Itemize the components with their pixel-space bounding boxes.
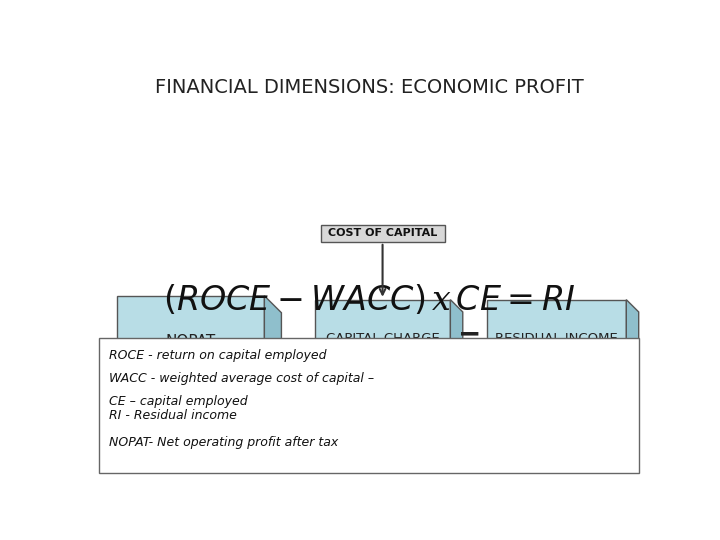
Polygon shape [117,296,264,388]
Polygon shape [315,377,463,389]
Polygon shape [487,300,626,377]
Text: -: - [289,328,301,356]
Text: WACC - weighted average cost of capital –: WACC - weighted average cost of capital … [109,372,374,384]
Text: RESIDUAL INCOME: RESIDUAL INCOME [495,332,618,345]
Polygon shape [626,300,639,389]
Text: COST OF CAPITAL: COST OF CAPITAL [328,228,437,239]
FancyBboxPatch shape [320,225,444,242]
Text: CE – capital employed: CE – capital employed [109,395,247,408]
Text: =: = [458,324,482,352]
Polygon shape [117,388,282,405]
Text: $(ROCE-WACC)\,\mathregular{x}\,CE=RI$: $(ROCE-WACC)\,\mathregular{x}\,CE=RI$ [163,282,575,316]
Text: CAPITAL CHARGE: CAPITAL CHARGE [325,332,439,345]
Text: FINANCIAL DIMENSIONS: ECONOMIC PROFIT: FINANCIAL DIMENSIONS: ECONOMIC PROFIT [155,78,583,97]
Polygon shape [451,300,463,389]
FancyBboxPatch shape [99,338,639,473]
Text: ROCE - return on capital employed: ROCE - return on capital employed [109,349,326,362]
Text: NOPAT: NOPAT [166,334,216,349]
Text: RI - Residual income: RI - Residual income [109,409,236,422]
Polygon shape [315,300,451,377]
Text: NOPAT- Net operating profit after tax: NOPAT- Net operating profit after tax [109,436,338,449]
Polygon shape [487,377,639,389]
Polygon shape [264,296,282,405]
